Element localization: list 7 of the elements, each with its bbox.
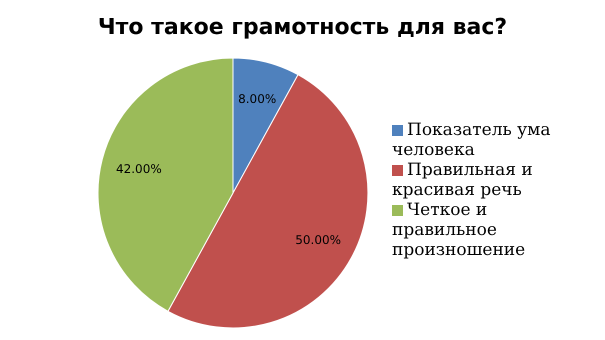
chart-title: Что такое грамотность для вас? — [96, 14, 508, 42]
legend-label: Показатель ума человека — [392, 120, 551, 160]
data-label: 8.00% — [238, 92, 276, 106]
legend-label: Правильная и красивая речь — [392, 160, 533, 200]
data-label: 42.00% — [116, 162, 162, 176]
data-label: 50.00% — [295, 232, 342, 247]
legend-label: Четкое и правильное произношение — [392, 200, 526, 260]
